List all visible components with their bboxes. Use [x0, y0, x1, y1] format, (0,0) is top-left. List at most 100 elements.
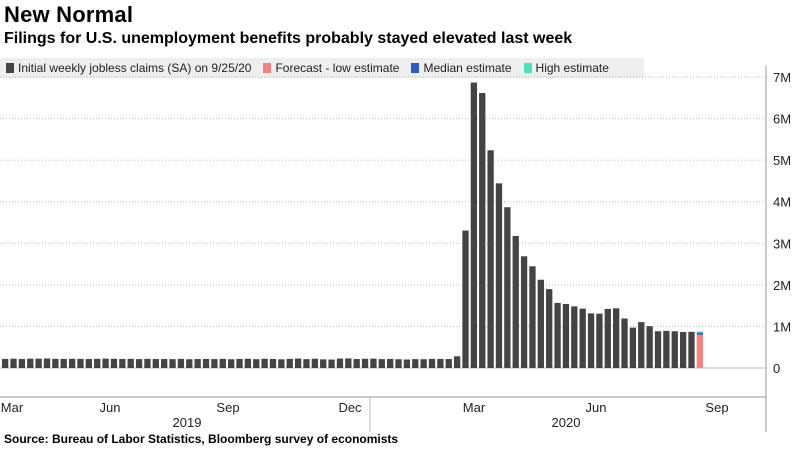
- claims-bar: [529, 266, 536, 368]
- claims-bar: [654, 331, 662, 368]
- y-tick-label: 2M: [773, 278, 791, 293]
- claims-bar: [236, 358, 243, 368]
- x-month-label: Mar: [463, 400, 486, 415]
- claims-bar: [613, 308, 620, 368]
- claims-bar: [345, 358, 352, 368]
- source-note: Source: Bureau of Labor Statistics, Bloo…: [4, 432, 399, 446]
- claims-bar: [621, 318, 628, 368]
- claims-bar: [562, 303, 570, 368]
- claims-bar: [94, 358, 101, 368]
- y-tick-label: 5M: [773, 153, 791, 168]
- claims-bar: [487, 150, 494, 368]
- claims-bar: [604, 308, 611, 368]
- claims-bar: [211, 359, 218, 368]
- claims-bar: [244, 358, 252, 368]
- y-tick-label: 6M: [773, 112, 791, 127]
- claims-bar: [437, 358, 444, 368]
- forecast-low-bar: [696, 334, 704, 368]
- claims-bar: [504, 207, 511, 368]
- claims-bar: [579, 308, 586, 368]
- legend-item-high-estimate: High estimate: [523, 61, 609, 75]
- claims-bar: [311, 358, 318, 368]
- legend-item-low-estimate: Forecast - low estimate: [263, 61, 399, 75]
- legend-label-claims: Initial weekly jobless claims (SA) on 9/…: [18, 61, 252, 75]
- claims-bar: [152, 359, 159, 368]
- claims-bar: [587, 313, 595, 368]
- claims-bar: [144, 358, 151, 368]
- claims-bar: [328, 359, 335, 368]
- x-month-label: Jun: [100, 400, 121, 415]
- claims-bar: [202, 358, 210, 368]
- claims-bar: [320, 359, 327, 368]
- claims-bar: [629, 327, 637, 368]
- claims-bar: [52, 358, 59, 368]
- claims-bar: [663, 330, 670, 368]
- claims-bar: [387, 358, 394, 368]
- claims-bar: [554, 302, 561, 368]
- claims-bar: [253, 359, 260, 368]
- claims-bar: [428, 358, 436, 368]
- forecast-high-bar: [696, 331, 704, 333]
- chart-title: New Normal: [4, 2, 134, 27]
- claims-bar: [445, 359, 452, 368]
- claims-bar: [453, 356, 461, 368]
- claims-bar: [60, 358, 67, 368]
- claims-bar: [462, 230, 469, 368]
- claims-bar: [470, 82, 478, 369]
- claims-bar: [479, 93, 486, 368]
- claims-bar: [512, 235, 519, 368]
- y-tick-label: 0: [773, 361, 780, 376]
- claims-bar: [186, 359, 193, 368]
- legend-swatch-median-estimate: [411, 63, 420, 73]
- claims-bar: [679, 331, 687, 368]
- claims-bar: [194, 359, 201, 368]
- claims-bar: [77, 358, 84, 368]
- claims-bar: [336, 358, 344, 368]
- y-tick-label: 4M: [773, 195, 791, 210]
- legend-swatch-claims: [6, 63, 14, 73]
- claims-bar: [102, 358, 109, 368]
- claims-bar: [546, 289, 553, 368]
- claims-bar: [395, 359, 402, 368]
- legend-swatch-low-estimate: [263, 63, 272, 73]
- claims-bar: [2, 358, 9, 368]
- x-year-label: 2019: [173, 415, 202, 430]
- legend-item-claims: Initial weekly jobless claims (SA) on 9/…: [6, 61, 251, 75]
- claims-bar: [68, 358, 76, 368]
- claims-bar: [403, 359, 411, 368]
- forecast-median-bar: [696, 332, 704, 335]
- claims-bar: [269, 359, 277, 368]
- x-month-label: Mar: [1, 400, 24, 415]
- x-month-label: Sep: [216, 400, 239, 415]
- claims-bar: [127, 358, 134, 368]
- claims-bar: [412, 359, 419, 368]
- claims-bar: [420, 359, 427, 368]
- claims-bar: [688, 331, 695, 368]
- claims-bar: [10, 358, 17, 368]
- claims-bar: [646, 326, 653, 368]
- legend-label-high-estimate: High estimate: [535, 61, 609, 75]
- chart-subtitle: Filings for U.S. unemployment benefits p…: [4, 30, 573, 47]
- legend-swatch-high-estimate: [523, 63, 532, 73]
- claims-bar: [35, 358, 42, 368]
- claims-bar: [161, 359, 168, 368]
- claims-bar: [370, 358, 377, 368]
- claims-bar: [177, 358, 185, 368]
- legend-item-median-estimate: Median estimate: [411, 61, 512, 75]
- claims-bar: [43, 358, 51, 368]
- x-month-label: Dec: [338, 400, 362, 415]
- claims-bar: [227, 359, 235, 368]
- claims-bar: [361, 358, 369, 368]
- claims-bar: [18, 358, 26, 368]
- claims-bar: [110, 358, 118, 368]
- claims-bar: [495, 183, 503, 368]
- x-month-label: Sep: [705, 400, 728, 415]
- claims-bar: [219, 358, 226, 368]
- claims-bar: [294, 358, 302, 368]
- y-tick-label: 1M: [773, 319, 791, 334]
- claims-bar: [27, 358, 34, 368]
- claims-bar: [303, 359, 310, 368]
- claims-bar: [596, 313, 603, 368]
- claims-bar: [378, 359, 385, 368]
